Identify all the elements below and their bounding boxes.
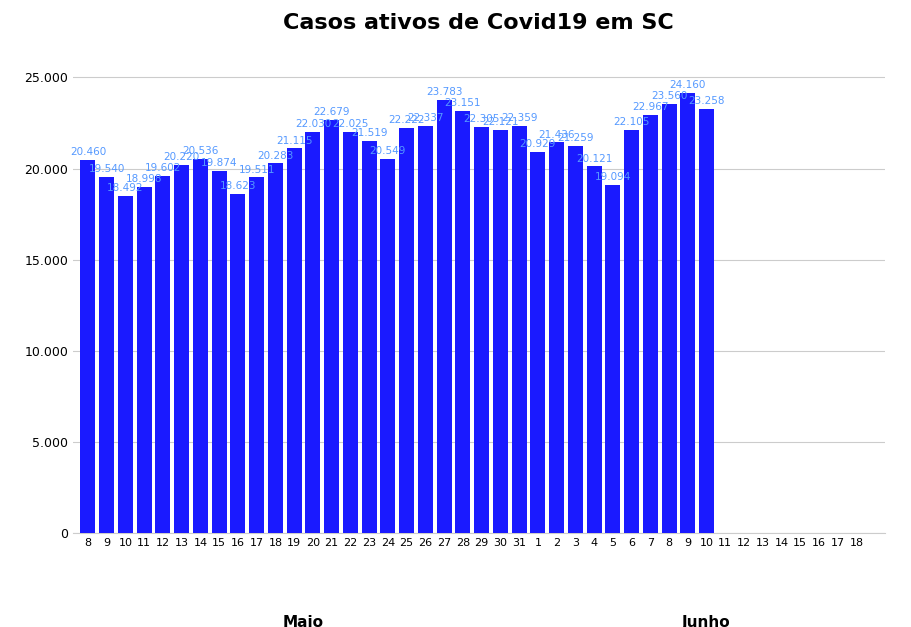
Text: Maio: Maio — [282, 615, 323, 627]
Text: 22.359: 22.359 — [500, 113, 537, 123]
Bar — [511, 125, 526, 533]
Text: 20.121: 20.121 — [575, 154, 611, 164]
Text: 23.783: 23.783 — [425, 87, 462, 97]
Text: 20.220: 20.220 — [163, 152, 200, 162]
Text: 22.222: 22.222 — [388, 115, 425, 125]
Bar — [699, 109, 713, 533]
Bar — [660, 103, 676, 533]
Text: 22.105: 22.105 — [613, 117, 649, 127]
Bar — [455, 111, 470, 533]
Text: 18.623: 18.623 — [220, 181, 256, 191]
Text: 18.492: 18.492 — [107, 183, 144, 193]
Bar — [268, 164, 282, 533]
Text: 23.560: 23.560 — [650, 91, 687, 101]
Bar — [436, 100, 451, 533]
Bar — [155, 176, 170, 533]
Bar — [305, 132, 320, 533]
Bar — [530, 152, 545, 533]
Text: 20.460: 20.460 — [70, 147, 106, 157]
Bar — [568, 145, 582, 533]
Bar — [380, 159, 395, 533]
Bar — [80, 161, 96, 533]
Text: 20.929: 20.929 — [519, 139, 556, 149]
Text: 21.436: 21.436 — [537, 130, 574, 140]
Bar — [323, 120, 339, 533]
Text: 21.259: 21.259 — [557, 133, 593, 143]
Bar — [230, 194, 245, 533]
Text: 19.602: 19.602 — [145, 163, 181, 173]
Text: 19.094: 19.094 — [594, 172, 630, 182]
Text: 19.511: 19.511 — [238, 165, 274, 175]
Text: 22.679: 22.679 — [313, 107, 350, 117]
Text: 22.337: 22.337 — [406, 113, 443, 124]
Bar — [605, 185, 619, 533]
Text: 22.967: 22.967 — [631, 102, 668, 112]
Bar — [118, 196, 133, 533]
Text: 22.030: 22.030 — [294, 119, 331, 129]
Bar — [586, 166, 601, 533]
Bar — [137, 187, 151, 533]
Bar — [642, 115, 657, 533]
Bar — [286, 148, 302, 533]
Text: 19.874: 19.874 — [200, 158, 237, 168]
Bar — [362, 141, 376, 533]
Bar — [174, 164, 189, 533]
Bar — [680, 93, 694, 533]
Bar — [99, 177, 114, 533]
Text: 21.519: 21.519 — [351, 128, 387, 138]
Text: 20.536: 20.536 — [182, 146, 219, 156]
Bar — [343, 132, 357, 533]
Bar — [417, 126, 433, 533]
Text: 23.258: 23.258 — [688, 97, 724, 107]
Text: 21.115: 21.115 — [276, 135, 312, 145]
Text: 18.998: 18.998 — [126, 174, 162, 184]
Bar — [492, 130, 507, 533]
Text: 22.121: 22.121 — [482, 117, 518, 127]
Bar — [399, 128, 414, 533]
Text: 24.160: 24.160 — [669, 80, 705, 90]
Bar — [249, 177, 264, 533]
Text: 19.540: 19.540 — [88, 164, 125, 174]
Text: Junho: Junho — [681, 615, 730, 627]
Bar — [548, 142, 564, 533]
Bar — [623, 130, 639, 533]
Bar — [474, 127, 488, 533]
Text: 22.025: 22.025 — [332, 119, 368, 129]
Text: 23.151: 23.151 — [445, 98, 481, 108]
Bar — [193, 159, 208, 533]
Text: 20.283: 20.283 — [257, 150, 293, 161]
Title: Casos ativos de Covid19 em SC: Casos ativos de Covid19 em SC — [283, 13, 673, 33]
Bar — [211, 171, 227, 533]
Text: 22.305: 22.305 — [463, 114, 499, 124]
Text: 20.549: 20.549 — [369, 146, 405, 156]
